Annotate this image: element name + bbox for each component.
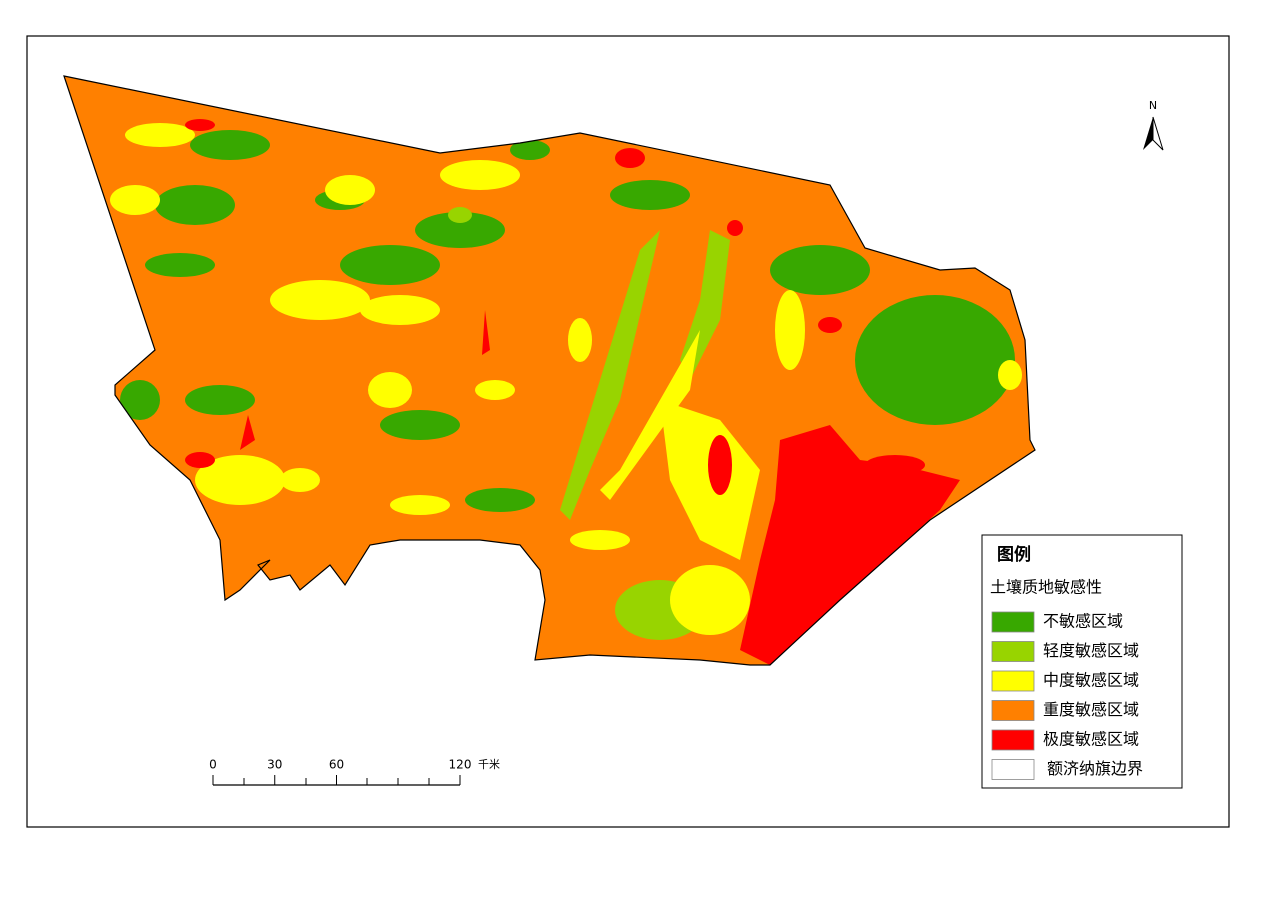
legend: 图例 土壤质地敏感性 不敏感区域轻度敏感区域中度敏感区域重度敏感区域极度敏感区域… bbox=[981, 534, 1183, 789]
scale-label: 60 bbox=[329, 758, 344, 772]
extreme-sensitivity-zones bbox=[185, 119, 960, 665]
scale-label: 30 bbox=[267, 758, 282, 772]
legend-subtitle: 土壤质地敏感性 bbox=[990, 578, 1102, 597]
scale-unit: 千米 bbox=[478, 758, 500, 771]
legend-swatch bbox=[991, 700, 1035, 721]
legend-swatch bbox=[991, 759, 1035, 780]
legend-label: 重度敏感区域 bbox=[1043, 700, 1139, 719]
moderate-sensitivity-zones bbox=[110, 123, 1022, 635]
legend-label: 中度敏感区域 bbox=[1043, 671, 1139, 690]
scale-bar: 0 30 60 120 千米 bbox=[209, 758, 500, 786]
legend-label: 额济纳旗边界 bbox=[1047, 759, 1143, 778]
north-arrow: N bbox=[1143, 99, 1164, 151]
legend-swatch bbox=[991, 611, 1035, 633]
legend-swatch bbox=[991, 670, 1035, 692]
legend-label: 不敏感区域 bbox=[1043, 612, 1123, 631]
north-label: N bbox=[1149, 99, 1157, 112]
low-sensitivity-zones bbox=[120, 130, 1015, 512]
map-area bbox=[64, 76, 1035, 665]
scale-label: 120 bbox=[449, 758, 472, 772]
legend-label: 轻度敏感区域 bbox=[1043, 641, 1139, 660]
scale-label: 0 bbox=[209, 758, 217, 772]
legend-swatch bbox=[991, 641, 1035, 662]
legend-swatch bbox=[991, 729, 1035, 751]
legend-label: 极度敏感区域 bbox=[1043, 730, 1139, 749]
legend-title: 图例 bbox=[997, 544, 1031, 565]
